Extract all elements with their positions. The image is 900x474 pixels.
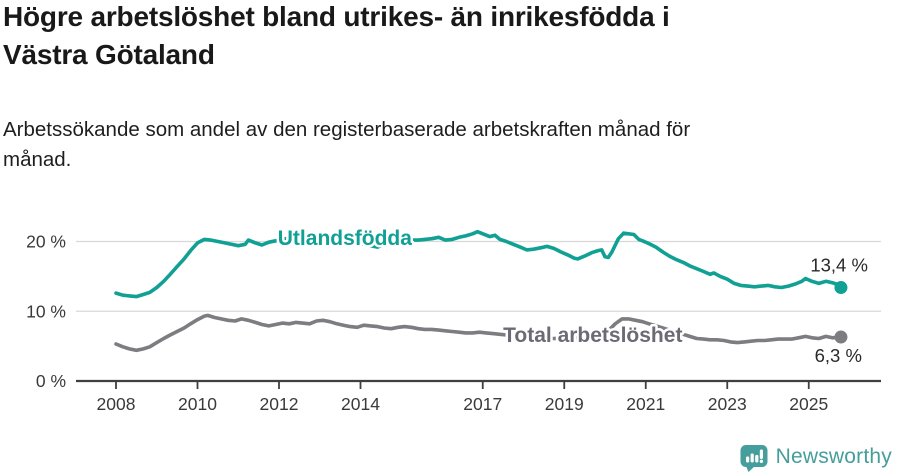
x-tick-label-2012: 2012 xyxy=(260,394,299,414)
y-tick-label-0pct: 0 % xyxy=(36,371,66,391)
x-tick-label-2025: 2025 xyxy=(789,394,828,414)
series-label-utlandsfodda: Utlandsfödda xyxy=(278,227,412,250)
y-tick-label-20pct: 20 % xyxy=(26,232,66,252)
line-total-arbetsloshet xyxy=(114,313,843,353)
x-tick-label-2017: 2017 xyxy=(463,394,502,414)
x-tick-label-2019: 2019 xyxy=(545,394,584,414)
chart-subtitle: Arbetssökande som andel av den registerb… xyxy=(3,115,690,175)
end-value-utlandsfodda: 13,4 % xyxy=(810,255,868,276)
end-dot-utlandsfodda xyxy=(834,281,848,295)
x-tick-label-2023: 2023 xyxy=(708,394,747,414)
end-dot-total-arbetsloshet xyxy=(834,330,848,344)
x-tick-label-2021: 2021 xyxy=(626,394,665,414)
page-title-line-2: Västra Götaland xyxy=(3,39,215,70)
x-tick-label-2014: 2014 xyxy=(341,394,380,414)
y-tick-label-10pct: 10 % xyxy=(26,301,66,321)
end-value-total-arbetsloshet: 6,3 % xyxy=(815,345,862,366)
line-utlandsfodda xyxy=(114,229,843,299)
x-tick-label-2008: 2008 xyxy=(97,394,136,414)
newsworthy-logo[interactable]: Newsworthy xyxy=(739,442,892,472)
x-tick-label-2010: 2010 xyxy=(178,394,217,414)
newsworthy-icon xyxy=(740,445,768,472)
page-title: Högre arbetslöshet bland utrikes- än inr… xyxy=(3,0,670,74)
page-title-line-1: Högre arbetslöshet bland utrikes- än inr… xyxy=(3,1,670,32)
brand-label: Newsworthy xyxy=(775,445,892,468)
series-label-total-arbetsloshet: Total arbetslöshet xyxy=(503,324,682,347)
chart-subtitle-line-2: månad. xyxy=(3,148,72,171)
chart-subtitle-line-1: Arbetssökande som andel av den registerb… xyxy=(3,118,691,141)
